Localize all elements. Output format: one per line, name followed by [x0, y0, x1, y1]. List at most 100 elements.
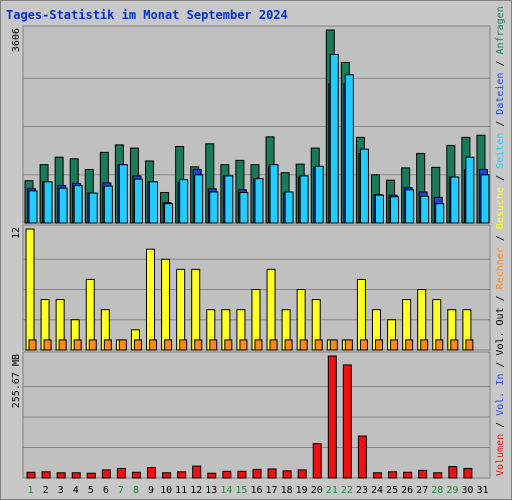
legend-vol-in: Vol. In	[495, 374, 506, 416]
besuche-bar-day-11	[176, 268, 186, 351]
legend: Volumen / Vol. In / Vol. Out / Rechner /…	[495, 6, 506, 476]
seiten-bar-day-22	[344, 74, 354, 224]
day-label-3: 3	[58, 485, 64, 496]
rechner-bar-day-23	[359, 339, 368, 351]
volumen-bar-day-22	[342, 364, 352, 479]
day-label-30: 30	[461, 485, 473, 496]
seiten-bar-day-26	[405, 189, 415, 224]
rechner-bar-day-22	[344, 339, 353, 351]
visits-ymax-label: 12	[11, 227, 22, 239]
volume-ymax-label: 255.67 MB	[11, 354, 22, 408]
rechner-bar-day-27	[420, 339, 429, 351]
rechner-bar-day-16	[254, 339, 263, 351]
rechner-bar-day-10	[164, 339, 173, 351]
day-label-29: 29	[446, 485, 458, 496]
seiten-bar-day-6	[103, 185, 113, 224]
day-label-28: 28	[431, 485, 443, 496]
rechner-bar-day-20	[314, 339, 323, 351]
legend-besuche: Besuche	[495, 187, 506, 229]
besuche-bar-day-10	[161, 258, 171, 351]
volumen-bar-day-15	[237, 470, 247, 479]
volumen-bar-day-16	[252, 468, 262, 479]
besuche-bar-day-17	[266, 268, 276, 351]
seiten-bar-day-8	[133, 178, 143, 224]
day-label-27: 27	[416, 485, 428, 496]
legend-seiten: Seiten	[495, 133, 506, 169]
seiten-bar-day-9	[149, 181, 159, 224]
legend-separator: /	[495, 115, 506, 133]
volumen-bar-day-29	[448, 466, 458, 479]
volumen-bar-day-21	[327, 355, 337, 479]
seiten-bar-day-27	[420, 195, 430, 224]
volumen-bar-day-5	[86, 472, 96, 479]
day-label-6: 6	[103, 485, 109, 496]
day-label-2: 2	[43, 485, 49, 496]
rechner-bar-day-12	[194, 339, 203, 351]
rechner-bar-day-19	[299, 339, 308, 351]
volumen-bar-day-12	[192, 465, 202, 479]
rechner-bar-day-7	[118, 339, 127, 351]
day-label-15: 15	[235, 485, 247, 496]
seiten-bar-day-24	[374, 194, 384, 224]
seiten-bar-day-12	[194, 174, 204, 224]
rechner-bar-day-8	[133, 339, 142, 351]
legend-separator: /	[495, 169, 506, 187]
seiten-bar-day-14	[224, 175, 234, 224]
day-label-24: 24	[371, 485, 383, 496]
seiten-bar-day-18	[284, 191, 294, 224]
day-label-7: 7	[118, 485, 124, 496]
rechner-bar-day-17	[269, 339, 278, 351]
legend-rechner: Rechner	[495, 247, 506, 289]
day-label-9: 9	[148, 485, 154, 496]
rechner-bar-day-28	[435, 339, 444, 351]
volumen-bar-day-6	[101, 469, 111, 479]
volumen-bar-day-24	[372, 472, 382, 479]
rechner-bar-day-6	[103, 339, 112, 351]
seiten-bar-day-15	[239, 191, 249, 224]
day-label-19: 19	[296, 485, 308, 496]
volumen-bar-day-9	[147, 467, 157, 479]
legend-separator: /	[495, 289, 506, 307]
seiten-bar-day-25	[390, 196, 400, 224]
besuche-bar-day-1	[25, 228, 35, 351]
legend-vol-out: Vol. Out	[495, 307, 506, 355]
legend-separator: /	[495, 229, 506, 247]
legend-dateien: Dateien	[495, 73, 506, 115]
chart-title: Tages-Statistik im Monat September 2024	[6, 8, 288, 22]
volumen-bar-day-8	[131, 471, 141, 479]
rechner-bar-day-2	[43, 339, 52, 351]
seiten-bar-day-7	[118, 164, 128, 224]
volumen-bar-day-25	[388, 471, 398, 479]
volumen-bar-day-28	[433, 472, 443, 479]
rechner-bar-day-26	[405, 339, 414, 351]
rechner-bar-day-4	[73, 339, 82, 351]
volumen-bar-day-3	[56, 472, 66, 479]
day-label-12: 12	[190, 485, 202, 496]
day-label-13: 13	[205, 485, 217, 496]
rechner-bar-day-3	[58, 339, 67, 351]
rechner-bar-day-11	[179, 339, 188, 351]
volumen-bar-day-13	[207, 472, 217, 479]
seiten-bar-day-21	[329, 53, 339, 224]
day-label-11: 11	[175, 485, 187, 496]
rechner-bar-day-15	[239, 339, 248, 351]
volumen-bar-day-30	[463, 467, 473, 479]
seiten-bar-day-30	[465, 156, 475, 224]
rechner-bar-day-21	[329, 339, 338, 351]
day-label-16: 16	[250, 485, 262, 496]
day-label-23: 23	[356, 485, 368, 496]
volumen-bar-day-17	[267, 468, 277, 479]
seiten-bar-day-23	[359, 148, 369, 224]
rechner-bar-day-25	[390, 339, 399, 351]
day-label-26: 26	[401, 485, 413, 496]
day-label-1: 1	[28, 485, 34, 496]
day-label-5: 5	[88, 485, 94, 496]
rechner-bar-day-24	[374, 339, 383, 351]
seiten-bar-day-19	[299, 175, 309, 224]
volumen-bar-day-20	[312, 443, 322, 479]
besuche-bar-day-23	[356, 278, 366, 351]
hits-ymax-label: 3606	[11, 28, 22, 52]
seiten-bar-day-28	[435, 203, 445, 224]
seiten-bar-day-13	[209, 191, 219, 224]
